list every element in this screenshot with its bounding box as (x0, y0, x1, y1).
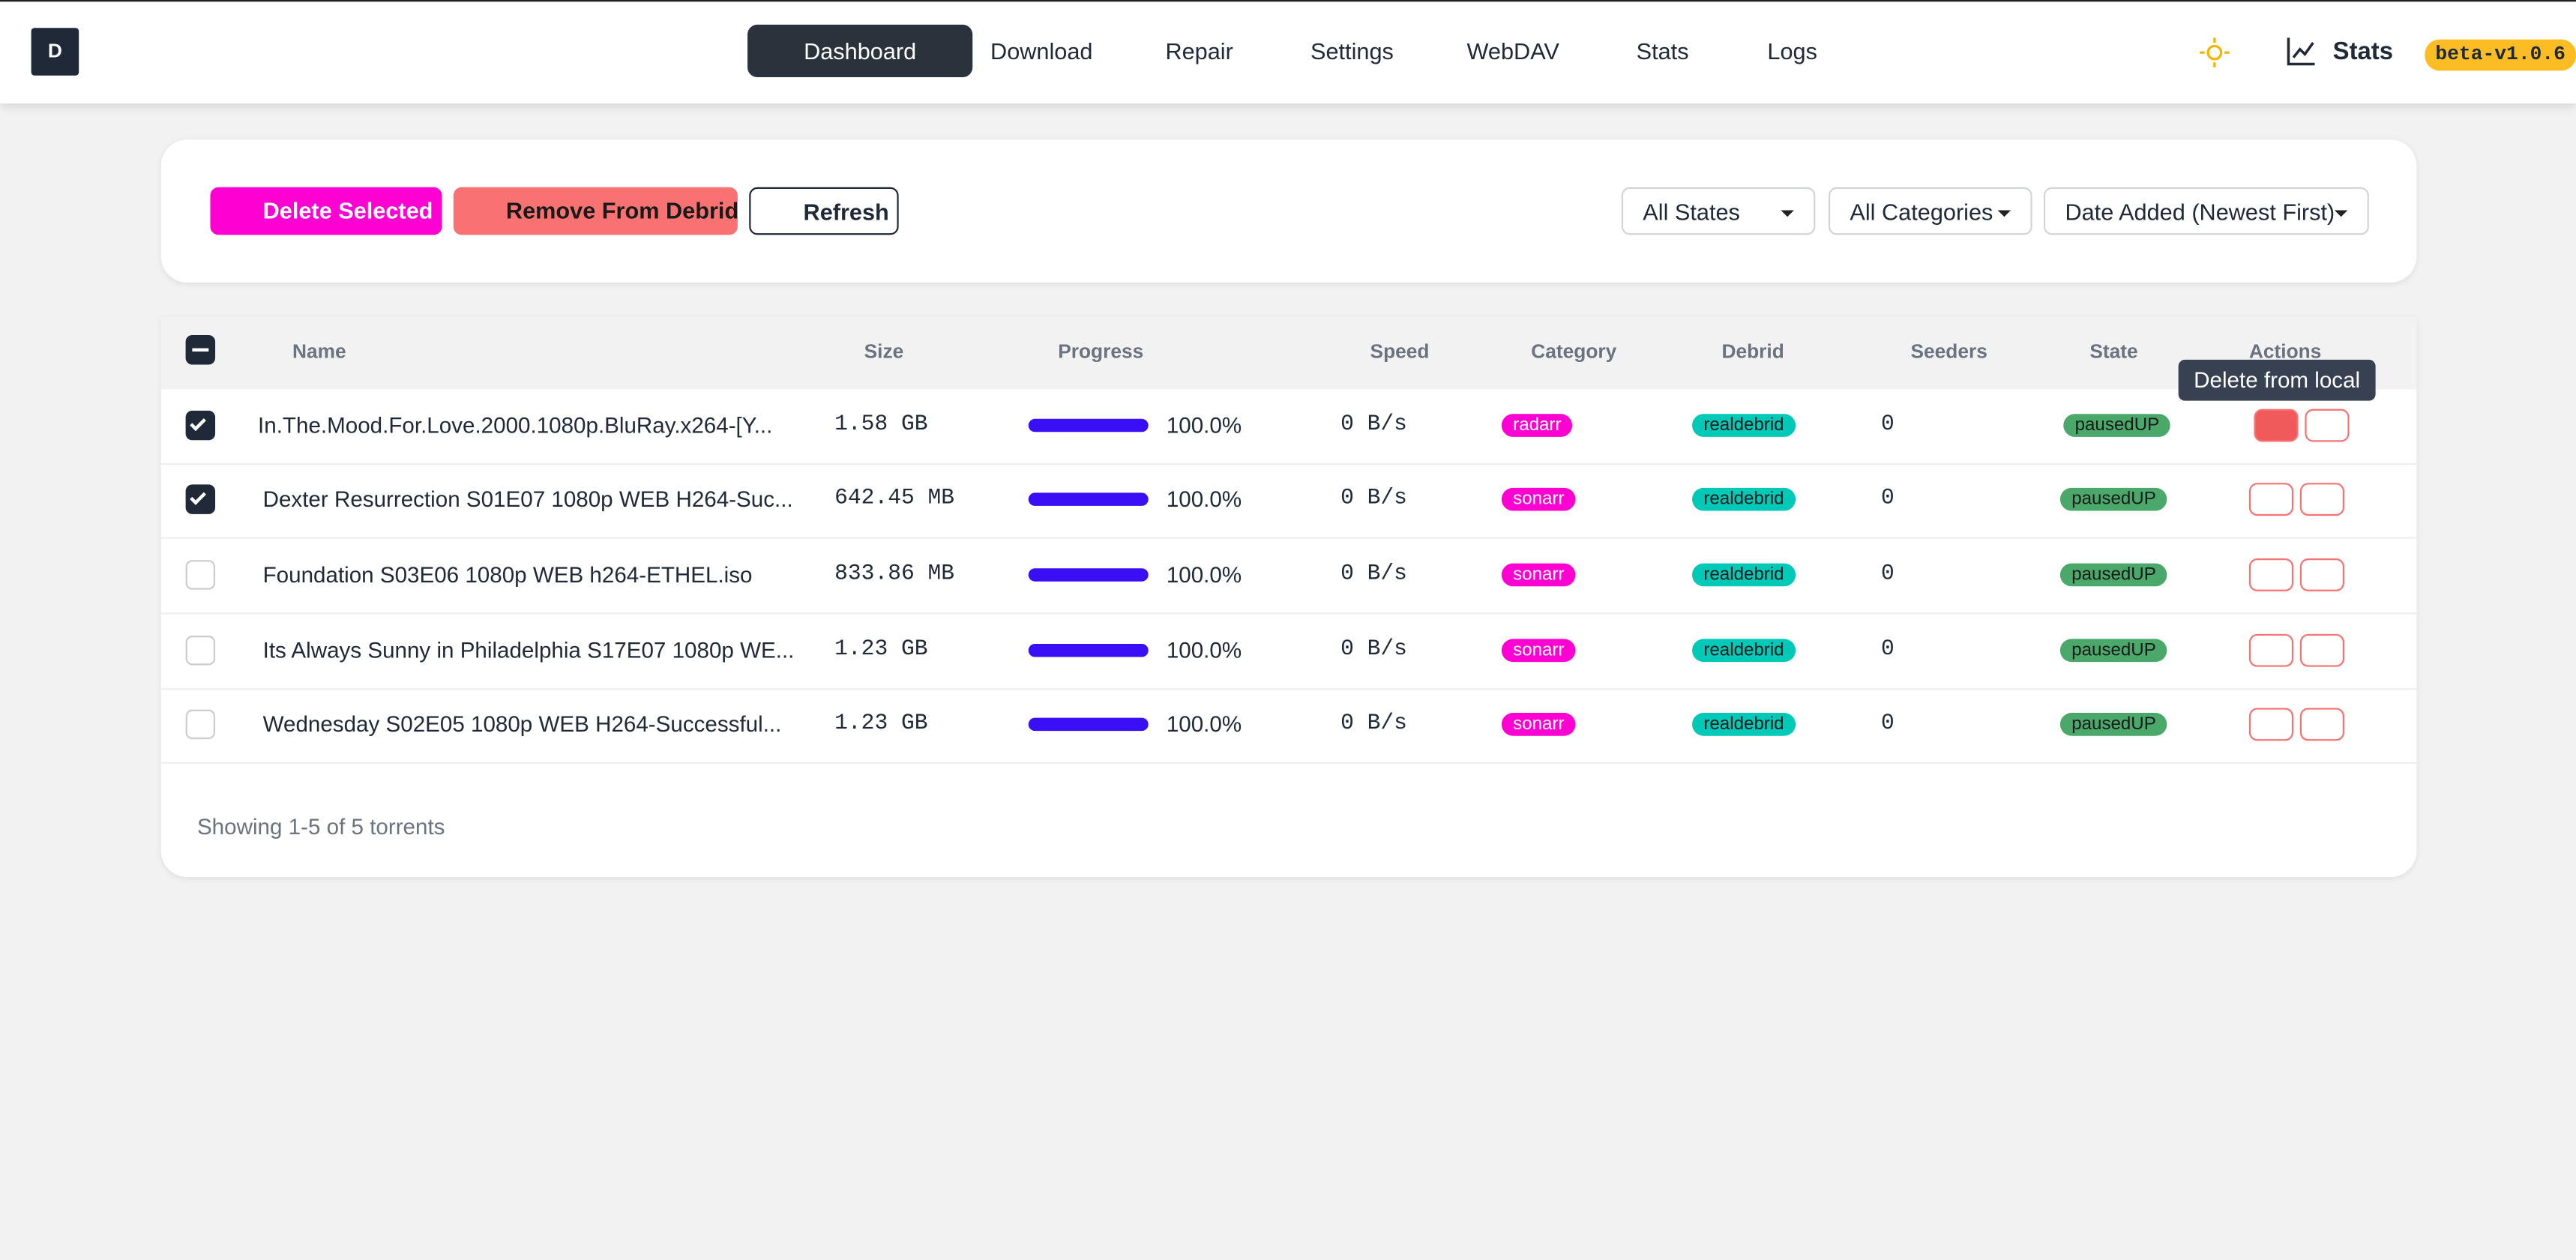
version-badge: beta-v1.0.6 (2425, 39, 2576, 71)
debrid-badge: realdebrid (1692, 487, 1796, 511)
table-footer: Showing 1-5 of 5 torrents (196, 814, 445, 840)
speed: 0 B/s (1340, 413, 1407, 438)
seeders: 0 (1881, 638, 1895, 663)
torrent-size: 833.86 MB (834, 562, 954, 588)
remove-debrid-button[interactable]: Remove From Debrid (453, 187, 738, 235)
seeders: 0 (1881, 562, 1895, 588)
state-badge: pausedUP (2059, 487, 2168, 511)
row-checkbox[interactable] (185, 410, 216, 441)
torrent-size: 1.58 GB (834, 413, 928, 438)
row-divider (160, 762, 2417, 764)
stats-link[interactable]: Stats (2332, 37, 2394, 66)
column-header: Debrid (1721, 340, 1784, 364)
debrid-badge: realdebrid (1692, 713, 1796, 736)
debrid-badge: realdebrid (1692, 563, 1796, 587)
nav-item[interactable]: Logs (1767, 37, 1817, 64)
torrent-name: Dexter Resurrection S01E07 1080p WEB H26… (262, 486, 793, 512)
speed: 0 B/s (1340, 638, 1407, 663)
progress-text: 100.0% (1166, 638, 1242, 663)
remove-debrid-button[interactable] (2299, 708, 2344, 741)
category-badge: sonarr (1501, 563, 1576, 587)
state-filter[interactable]: All States (1621, 187, 1816, 235)
delete-selected-button[interactable]: Delete Selected (210, 187, 442, 235)
progress-bar (1028, 717, 1149, 732)
seeders: 0 (1881, 711, 1895, 737)
row-divider (160, 537, 2417, 539)
sort-select[interactable]: Date Added (Newest First) (2043, 187, 2369, 235)
seeders: 0 (1881, 486, 1895, 512)
column-header: Name (292, 340, 346, 364)
torrent-size: 1.23 GB (834, 638, 928, 663)
state-badge: pausedUP (2059, 639, 2168, 663)
table-card (160, 316, 2417, 878)
row-divider (160, 462, 2417, 465)
delete-local-button[interactable] (2248, 483, 2294, 516)
torrent-name: Wednesday S02E05 1080p WEB H264-Successf… (262, 711, 782, 737)
refresh-button[interactable]: Refresh (749, 187, 899, 235)
state-badge: pausedUP (2059, 563, 2168, 587)
category-badge: sonarr (1501, 713, 1576, 736)
torrent-size: 642.45 MB (834, 486, 954, 512)
progress-bar (1028, 418, 1149, 432)
nav-item[interactable]: Settings (1310, 37, 1394, 64)
navbar (0, 0, 2576, 104)
nav-item[interactable]: Repair (1165, 37, 1233, 64)
column-header: State (2089, 340, 2138, 364)
theme-toggle[interactable] (2200, 37, 2230, 67)
remove-debrid-button[interactable] (2305, 409, 2350, 442)
progress-text: 100.0% (1166, 486, 1242, 512)
row-checkbox[interactable] (185, 484, 216, 514)
remove-debrid-button[interactable] (2299, 558, 2344, 591)
state-badge: pausedUP (2059, 713, 2168, 736)
nav-item[interactable]: Download (990, 37, 1093, 64)
nav-item[interactable]: Dashboard (747, 24, 973, 77)
delete-local-button[interactable] (2248, 633, 2294, 667)
torrent-name: In.The.Mood.For.Love.2000.1080p.BluRay.x… (258, 413, 773, 438)
row-checkbox[interactable] (185, 560, 216, 590)
progress-text: 100.0% (1166, 413, 1242, 438)
row-divider (160, 612, 2417, 615)
state-badge: pausedUP (2063, 414, 2171, 437)
delete-local-button[interactable] (2254, 409, 2299, 442)
delete-local-button[interactable] (2248, 558, 2294, 591)
debrid-badge: realdebrid (1692, 639, 1796, 663)
speed: 0 B/s (1340, 486, 1407, 512)
torrent-name: Foundation S03E06 1080p WEB h264-ETHEL.i… (262, 562, 753, 588)
remove-debrid-button[interactable] (2299, 633, 2344, 667)
nav-item[interactable]: Stats (1636, 37, 1689, 64)
tooltip: Delete from local (2178, 359, 2376, 401)
category-badge: sonarr (1501, 639, 1576, 663)
remove-debrid-button[interactable] (2299, 483, 2344, 516)
category-filter[interactable]: All Categories (1828, 187, 2032, 235)
column-header: Speed (1370, 340, 1430, 364)
progress-bar (1028, 643, 1149, 657)
category-badge: sonarr (1501, 487, 1576, 511)
row-checkbox[interactable] (185, 709, 216, 740)
stats-icon (2287, 37, 2315, 66)
nav-item[interactable]: WebDAV (1466, 37, 1559, 64)
row-checkbox[interactable] (185, 636, 216, 666)
logo[interactable]: D (31, 28, 79, 76)
column-header: Actions (2248, 340, 2322, 364)
progress-text: 100.0% (1166, 711, 1242, 737)
progress-bar (1028, 568, 1149, 582)
table-header (160, 316, 2417, 390)
torrent-size: 1.23 GB (834, 711, 928, 737)
row-divider (160, 688, 2417, 690)
column-header: Category (1531, 340, 1617, 364)
seeders: 0 (1881, 413, 1895, 438)
torrent-name: Its Always Sunny in Philadelphia S17E07 … (262, 638, 795, 663)
speed: 0 B/s (1340, 711, 1407, 737)
column-header: Size (864, 340, 904, 364)
category-badge: radarr (1501, 414, 1573, 437)
column-header: Progress (1058, 340, 1144, 364)
column-header: Seeders (1910, 340, 1987, 364)
delete-local-button[interactable] (2248, 708, 2294, 741)
debrid-badge: realdebrid (1692, 414, 1796, 437)
progress-text: 100.0% (1166, 562, 1242, 588)
progress-bar (1028, 492, 1149, 506)
speed: 0 B/s (1340, 562, 1407, 588)
select-all-checkbox[interactable] (185, 335, 216, 365)
